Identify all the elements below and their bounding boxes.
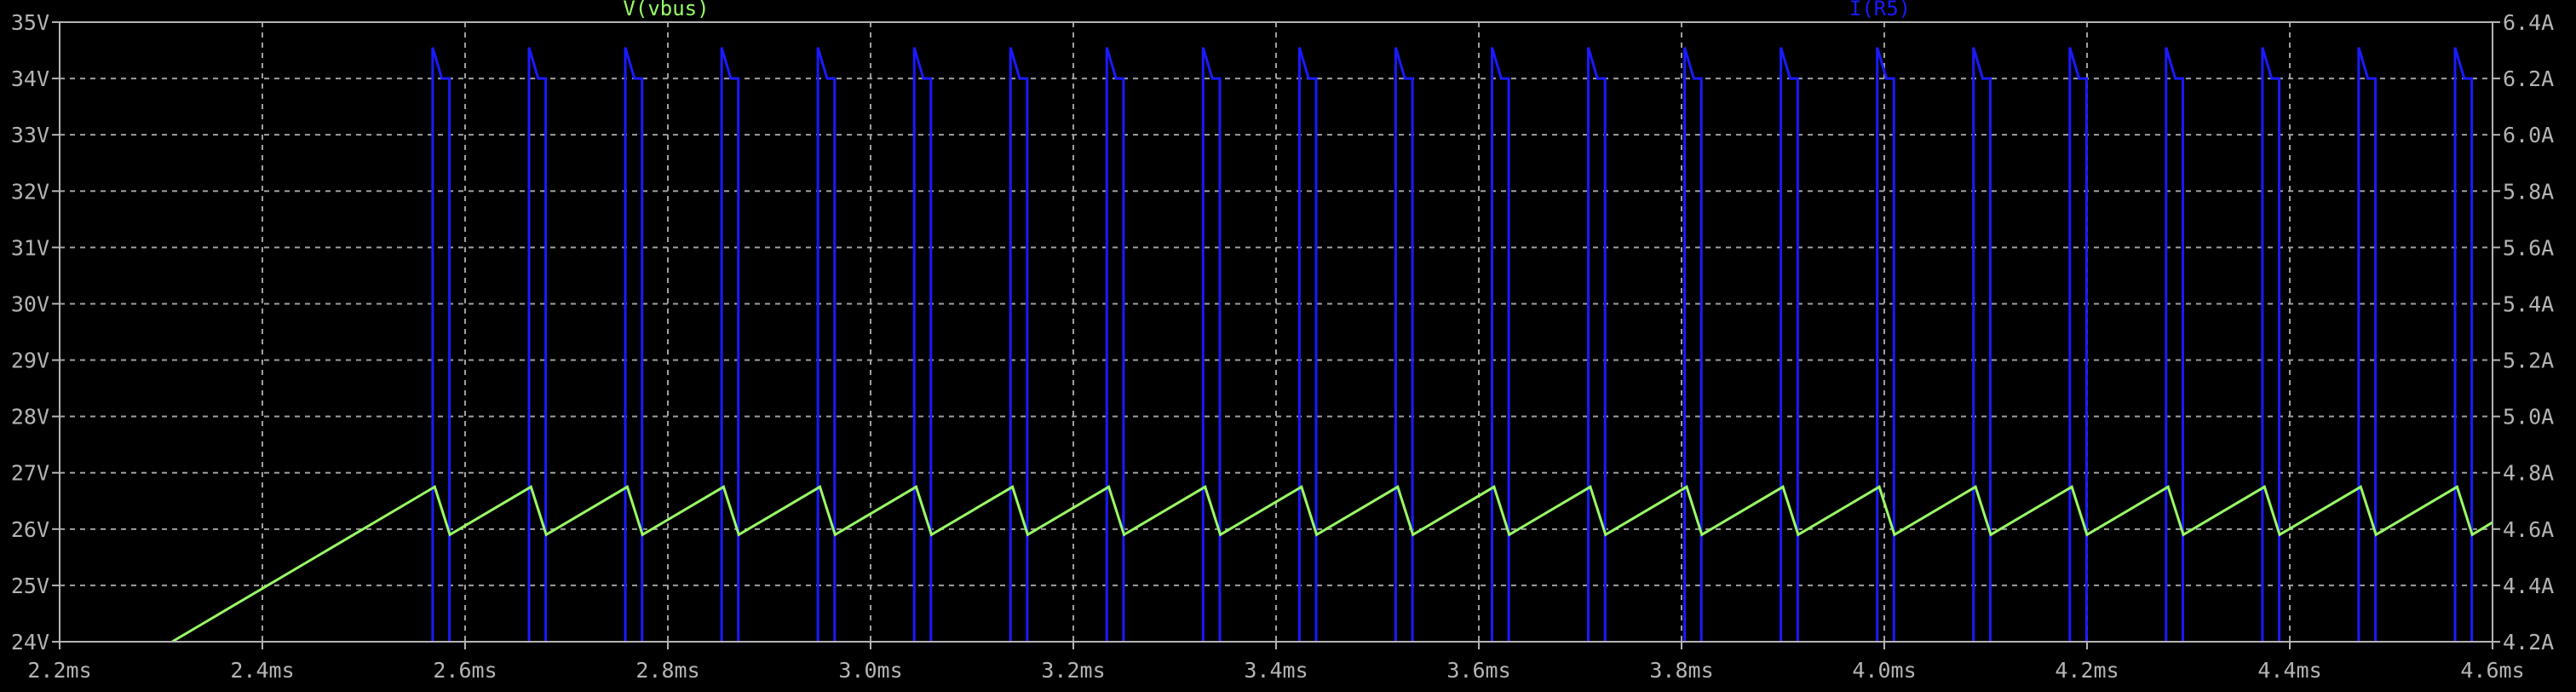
series-title-vbus: V(vbus): [623, 0, 709, 20]
gridlines: [60, 22, 2493, 642]
series-lines: [171, 47, 2493, 643]
y-left-tick-label: 25V: [11, 574, 49, 598]
y-left-tick-label: 32V: [11, 179, 49, 204]
x-tick-label: 4.2ms: [2055, 658, 2119, 683]
y-right-tick-label: 4.4A: [2503, 574, 2554, 598]
y-right-tick-label: 5.4A: [2503, 291, 2554, 316]
series-line-ir5: [431, 47, 2474, 642]
y-right-tick-label: 4.8A: [2503, 461, 2554, 486]
x-tick-label: 4.6ms: [2460, 658, 2524, 683]
x-tick-label: 4.4ms: [2257, 658, 2321, 683]
y-left-tick-label: 34V: [11, 66, 49, 91]
y-left-tick-label: 35V: [11, 10, 49, 35]
y-right-tick-label: 5.2A: [2503, 349, 2554, 373]
x-tick-label: 3.6ms: [1446, 658, 1510, 683]
y-right-tick-label: 5.0A: [2503, 405, 2554, 430]
x-tick-label: 3.8ms: [1649, 658, 1713, 683]
y-right-tick-label: 5.6A: [2503, 235, 2554, 260]
y-right-tick-label: 6.2A: [2503, 66, 2554, 91]
x-tick-label: 4.0ms: [1852, 658, 1916, 683]
series-title-ir5: I(R5): [1849, 0, 1911, 20]
y-left-tick-label: 28V: [11, 405, 49, 430]
x-tick-label: 2.4ms: [230, 658, 294, 683]
y-left-tick-label: 33V: [11, 123, 49, 147]
x-tick-label: 3.2ms: [1041, 658, 1105, 683]
y-left-tick-label: 27V: [11, 461, 49, 486]
x-tick-label: 3.4ms: [1244, 658, 1308, 683]
y-right-tick-label: 6.4A: [2503, 10, 2554, 35]
x-tick-label: 3.0ms: [838, 658, 902, 683]
tick-labels: 2.2ms 2.4ms 2.6ms 2.8ms 3.0ms 3.2ms 3.4ms 3.6ms…: [11, 10, 2554, 683]
y-right-tick-label: 4.2A: [2503, 630, 2554, 655]
series-titles: V(vbus) I(R5): [623, 0, 1911, 20]
y-right-tick-label: 6.0A: [2503, 123, 2554, 147]
y-right-tick-label: 5.8A: [2503, 179, 2554, 204]
x-tick-label: 2.6ms: [433, 658, 497, 683]
x-tick-label: 2.8ms: [635, 658, 699, 683]
y-left-tick-label: 24V: [11, 630, 49, 655]
y-left-tick-label: 31V: [11, 235, 49, 260]
axis-ticks: [52, 21, 2500, 649]
plot-frame: [59, 21, 2493, 643]
series-line-vbus: [171, 485, 2493, 643]
x-tick-label: 2.2ms: [27, 658, 91, 683]
y-left-tick-label: 30V: [11, 291, 49, 316]
y-left-tick-label: 29V: [11, 349, 49, 373]
y-left-tick-label: 26V: [11, 517, 49, 542]
y-right-tick-label: 4.6A: [2503, 517, 2554, 542]
